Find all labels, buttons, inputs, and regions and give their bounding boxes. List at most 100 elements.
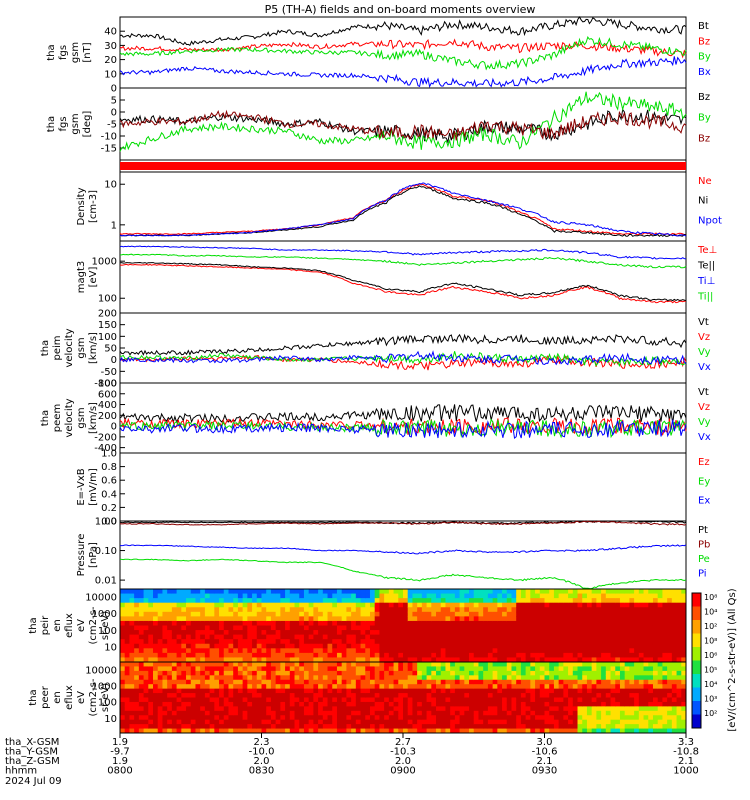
heatmap-cell [652, 625, 659, 631]
heatmap-cell [223, 710, 229, 716]
heatmap-cell [582, 616, 588, 622]
heatmap-cell [577, 701, 583, 707]
heatmap-cell [492, 620, 498, 626]
heatmap-cell [558, 724, 564, 730]
heatmap-cell [544, 598, 550, 604]
heatmap-cell [138, 706, 145, 712]
heatmap-cell [445, 620, 451, 626]
heatmap-cell [346, 639, 352, 645]
heatmap-cell [648, 593, 654, 599]
heatmap-cell [544, 639, 550, 645]
heatmap-cell [129, 630, 135, 636]
heatmap-cell [511, 710, 517, 716]
heatmap-cell [638, 598, 645, 604]
heatmap-cell [204, 639, 211, 645]
heatmap-cell [591, 616, 597, 622]
heatmap-cell [285, 670, 291, 676]
tick-label: 200 [98, 411, 117, 422]
y-axis-label: peer [40, 685, 51, 709]
heatmap-cell [346, 670, 352, 676]
heatmap-cell [129, 620, 135, 626]
heatmap-cell [171, 693, 178, 698]
heatmap-cell [181, 679, 187, 685]
heatmap-cell [431, 639, 437, 645]
heatmap-cell [252, 701, 258, 707]
heatmap-cell [403, 652, 409, 658]
series-line-Pi [120, 544, 687, 555]
tick-label: 0 [111, 108, 117, 119]
heatmap-cell [497, 625, 503, 631]
heatmap-cell [186, 675, 192, 681]
heatmap-cell [502, 710, 508, 716]
heatmap-cell [454, 675, 461, 681]
heatmap-cell [469, 679, 475, 685]
heatmap-cell [346, 634, 352, 640]
heatmap-cell [219, 724, 225, 730]
heatmap-cell [190, 657, 196, 663]
heatmap-cell [153, 728, 159, 734]
heatmap-cell [162, 598, 168, 604]
heatmap-cell [270, 719, 277, 725]
heatmap-cell [459, 719, 465, 725]
heatmap-cell [134, 630, 140, 636]
heatmap-cell [237, 688, 244, 694]
heatmap-cell [667, 684, 673, 690]
heatmap-cell [299, 593, 305, 599]
heatmap-cell [247, 679, 253, 685]
heatmap-cell [346, 679, 352, 685]
heatmap-cell [586, 643, 593, 649]
heatmap-cell [407, 706, 413, 712]
heatmap-cell [553, 670, 560, 676]
heatmap-cell [308, 679, 314, 685]
heatmap-cell [209, 693, 215, 698]
heatmap-cell [247, 616, 253, 622]
heatmap-cell [369, 657, 376, 663]
heatmap-cell [181, 715, 187, 721]
heatmap-cell [539, 706, 545, 712]
heatmap-cell [374, 625, 380, 631]
heatmap-cell [426, 701, 432, 707]
heatmap-cell [421, 719, 428, 725]
heatmap-cell [450, 625, 456, 631]
heatmap-cell [285, 715, 291, 721]
heatmap-cell [176, 666, 182, 672]
heatmap-cell [610, 666, 616, 672]
tick-label: 5 [111, 96, 117, 107]
heatmap-cell [596, 602, 602, 608]
heatmap-cell [549, 710, 555, 716]
heatmap-cell [214, 701, 220, 707]
heatmap-cell [440, 620, 446, 626]
heatmap-cell [228, 630, 234, 636]
heatmap-cell [346, 666, 352, 672]
heatmap-cell [648, 701, 654, 707]
heatmap-cell [421, 679, 428, 685]
heatmap-cell [605, 710, 612, 716]
heatmap-cell [553, 602, 560, 608]
heatmap-cell [634, 693, 640, 698]
heatmap-cell [497, 657, 503, 663]
heatmap-cell [190, 719, 196, 725]
heatmap-cell [544, 648, 550, 654]
heatmap-cell [341, 710, 347, 716]
heatmap-cell [285, 693, 291, 698]
heatmap-cell [610, 688, 616, 694]
heatmap-cell [681, 639, 687, 645]
heatmap-cell [332, 593, 338, 599]
heatmap-cell [426, 710, 432, 716]
heatmap-cell [204, 697, 211, 703]
heatmap-cell [374, 607, 380, 613]
heatmap-cell [355, 706, 362, 712]
heatmap-cell [530, 598, 536, 604]
heatmap-cell [209, 719, 215, 725]
heatmap-cell [483, 666, 489, 672]
heatmap-cell [610, 602, 616, 608]
heatmap-cell [652, 639, 659, 645]
heatmap-cell [648, 598, 654, 604]
heatmap-cell [454, 710, 461, 716]
heatmap-cell [209, 706, 215, 712]
heatmap-cell [586, 607, 593, 613]
heatmap-cell [544, 701, 550, 707]
heatmap-cell [516, 643, 522, 649]
heatmap-cell [568, 688, 574, 694]
